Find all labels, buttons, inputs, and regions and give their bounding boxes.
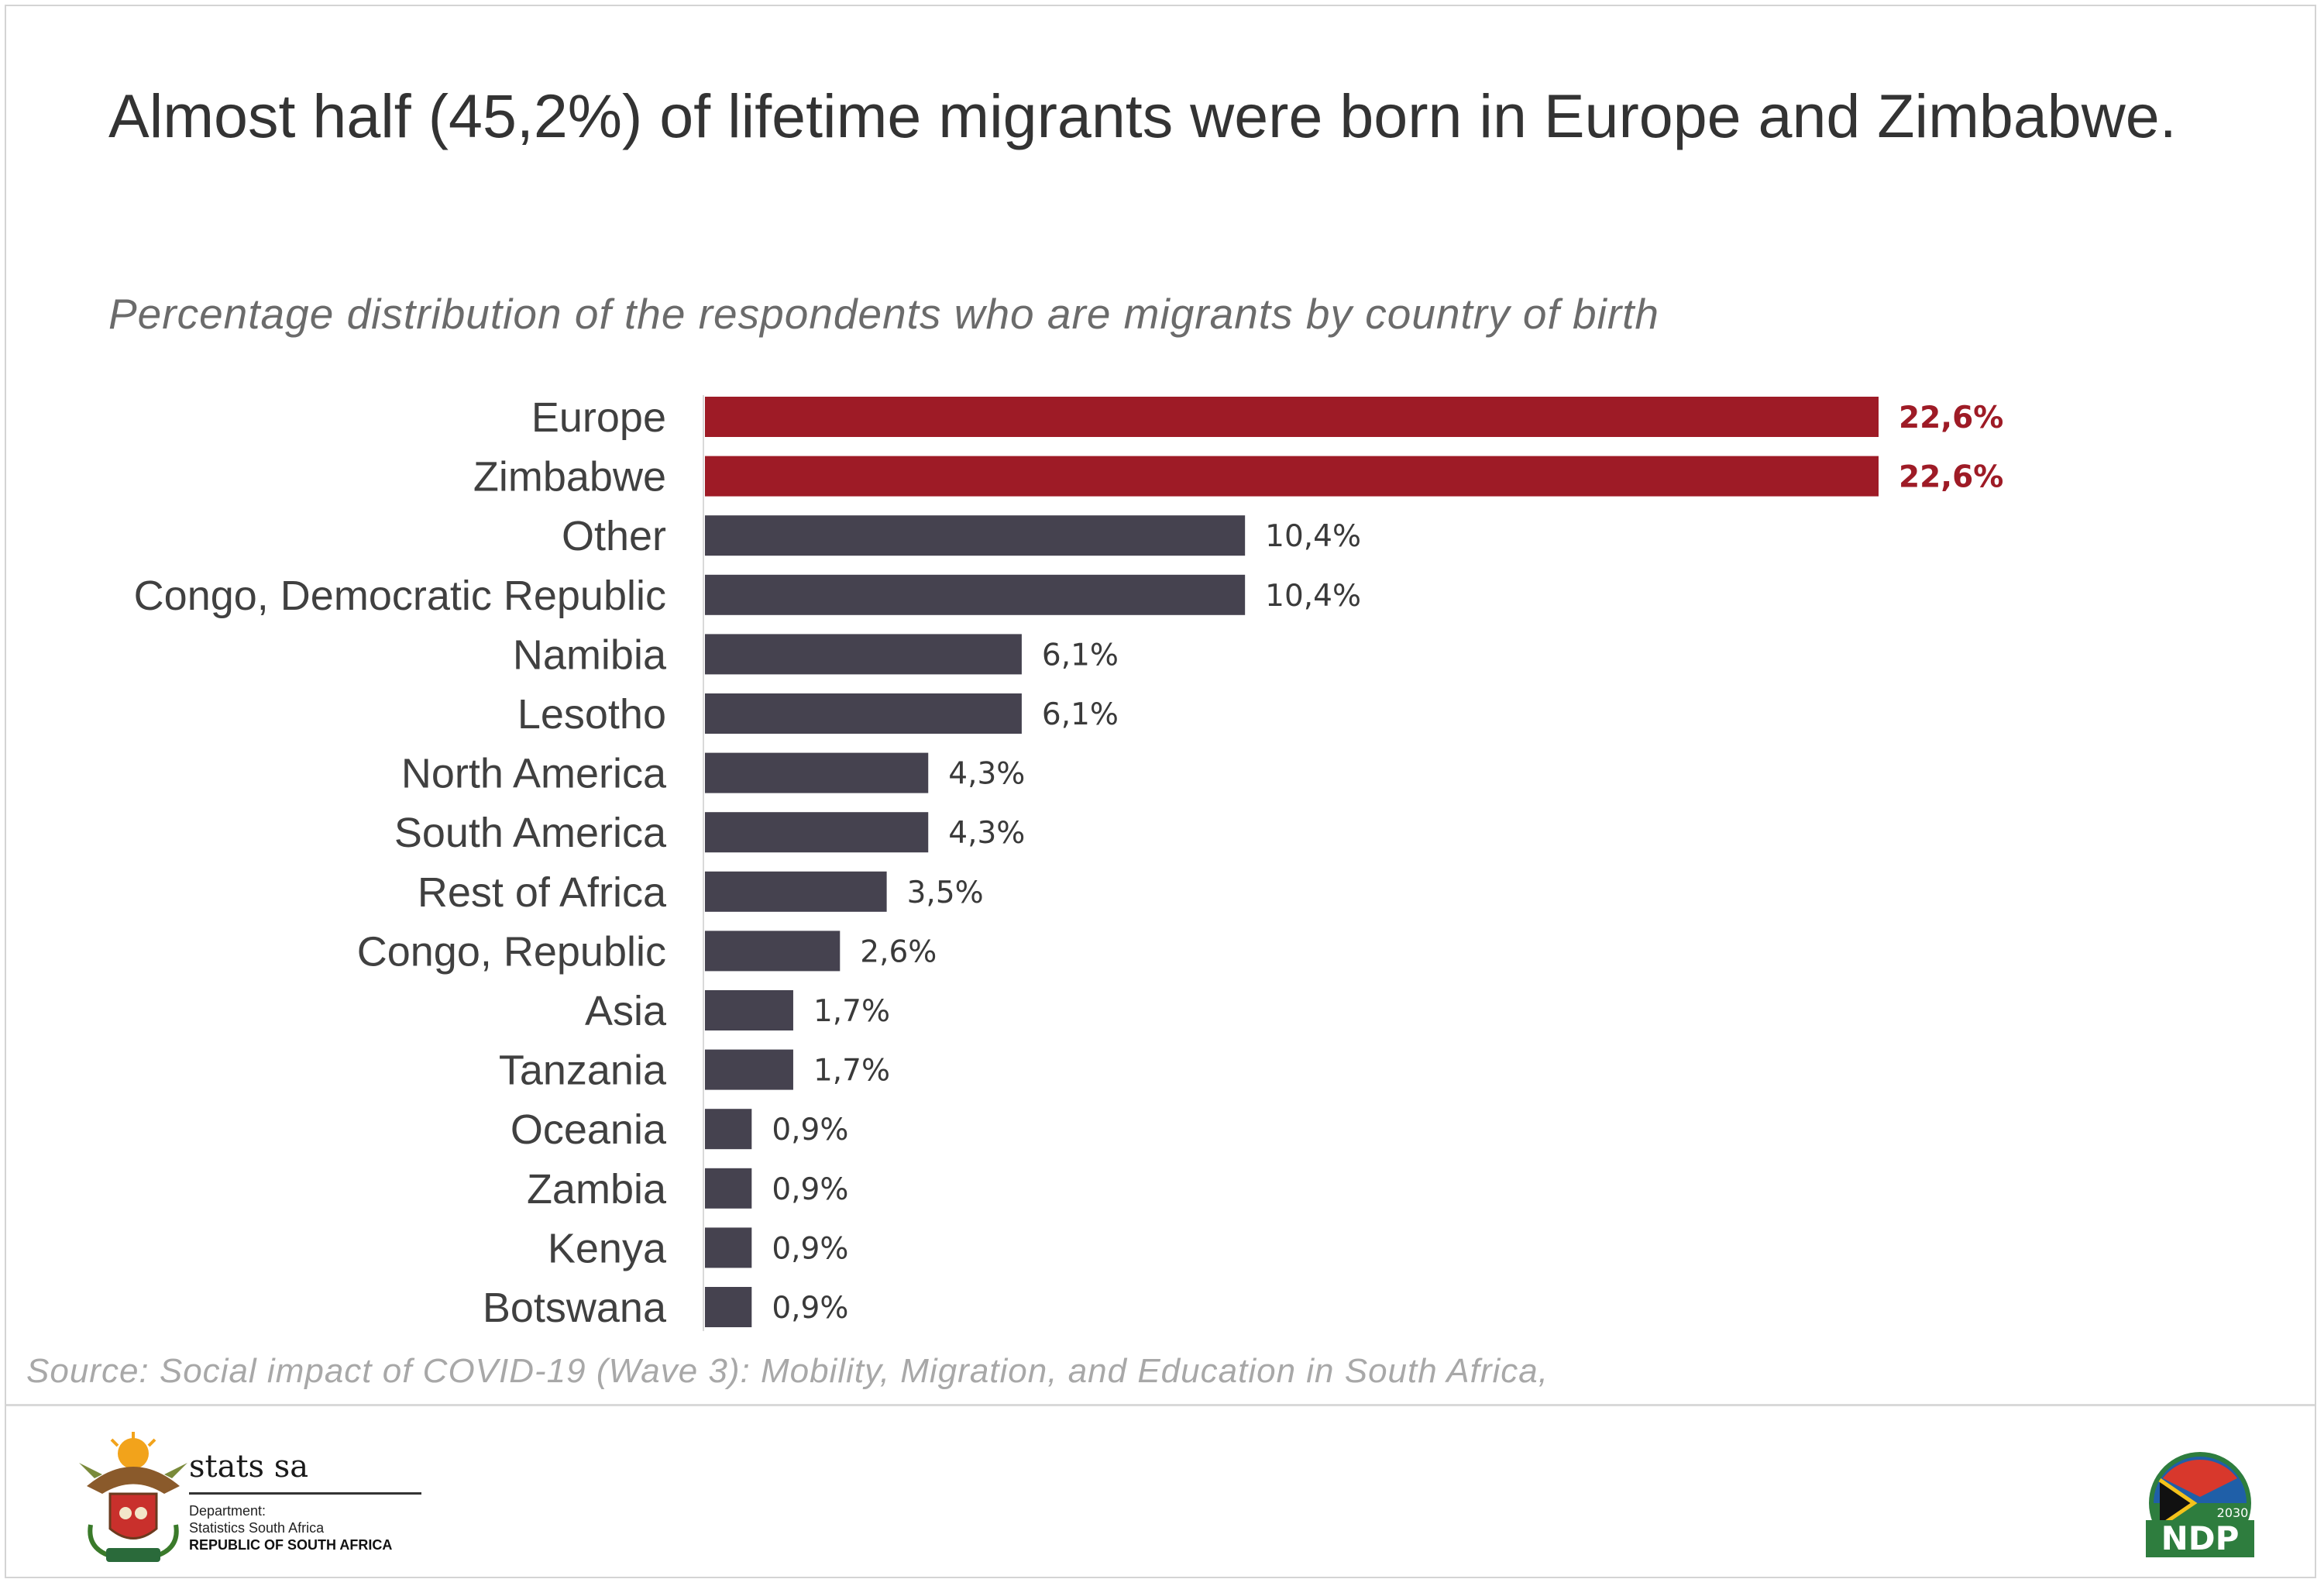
value-label-botswana: 0,9% [772,1291,848,1326]
category-label-rest-of-africa: Rest of Africa [418,869,667,916]
coat-of-arms-logo [79,1432,187,1562]
category-label-congo-republic: Congo, Republic [357,928,666,975]
bar-chart: Europe 22,6% Zimbabwe 22,6% Other 10,4% Congo,… [134,394,2004,1331]
category-label-europe: Europe [531,394,666,441]
category-label-botswana: Botswana [483,1285,667,1331]
stats-sa-name: stats sa [189,1449,421,1495]
bar-zambia [705,1168,752,1209]
svg-text:NDP: NDP [2161,1519,2240,1557]
value-label-south-america: 4,3% [948,816,1025,851]
bar-europe [705,397,1879,437]
category-label-congo-democratic-republic: Congo, Democratic Republic [134,573,666,619]
bars-group: Europe 22,6% Zimbabwe 22,6% Other 10,4% Congo,… [134,394,2004,1331]
bar-botswana [705,1287,752,1327]
category-label-lesotho: Lesotho [517,691,666,738]
value-label-asia: 1,7% [813,994,890,1029]
category-label-asia: Asia [585,988,667,1034]
department-label: Department: [189,1503,266,1519]
bar-namibia [705,634,1022,675]
ndp-2030-logo: 2030 NDP [2146,1452,2254,1557]
value-label-namibia: 6,1% [1042,638,1119,673]
bar-south-america [705,812,929,853]
republic-label: REPUBLIC OF SOUTH AFRICA [189,1537,393,1553]
category-label-zambia: Zambia [527,1166,667,1213]
category-label-other: Other [562,513,666,559]
organisation-label: Statistics South Africa [189,1520,325,1536]
bar-asia [705,990,793,1030]
value-label-zambia: 0,9% [772,1172,848,1207]
category-label-zimbabwe: Zimbabwe [473,454,666,501]
value-label-oceania: 0,9% [772,1113,848,1147]
value-label-north-america: 4,3% [948,757,1025,792]
category-label-oceania: Oceania [511,1106,667,1153]
value-label-europe: 22,6% [1899,401,2003,435]
value-label-tanzania: 1,7% [813,1054,890,1089]
bar-zimbabwe [705,456,1879,497]
footer-divider [6,1404,2315,1406]
svg-text:2030: 2030 [2217,1505,2249,1520]
source-note: Source: Social impact of COVID-19 (Wave … [26,1352,1549,1390]
bar-other [705,515,1246,556]
bar-oceania [705,1109,752,1150]
value-label-zimbabwe: 22,6% [1899,460,2003,495]
bar-congo-democratic-republic [705,574,1246,615]
value-label-congo-republic: 2,6% [860,934,937,969]
value-label-other: 10,4% [1265,519,1361,554]
bar-north-america [705,752,929,793]
category-label-tanzania: Tanzania [499,1048,667,1094]
bar-kenya [705,1227,752,1268]
category-label-south-america: South America [394,810,667,856]
category-label-namibia: Namibia [513,631,667,678]
value-label-lesotho: 6,1% [1042,697,1119,732]
stats-sa-brand: stats sa Department: Statistics South Af… [189,1449,421,1553]
bar-congo-republic [705,931,841,972]
chart-subtitle: Percentage distribution of the responden… [108,290,1660,338]
value-label-congo-democratic-republic: 10,4% [1265,579,1361,614]
category-label-north-america: North America [401,751,667,797]
slide-frame [5,5,2316,1578]
chart-title: Almost half (45,2%) of lifetime migrants… [108,81,2177,150]
bar-rest-of-africa [705,871,887,912]
value-label-kenya: 0,9% [772,1231,848,1266]
bar-tanzania [705,1049,793,1090]
category-label-kenya: Kenya [548,1225,667,1271]
bar-lesotho [705,693,1022,734]
value-label-rest-of-africa: 3,5% [907,876,984,910]
